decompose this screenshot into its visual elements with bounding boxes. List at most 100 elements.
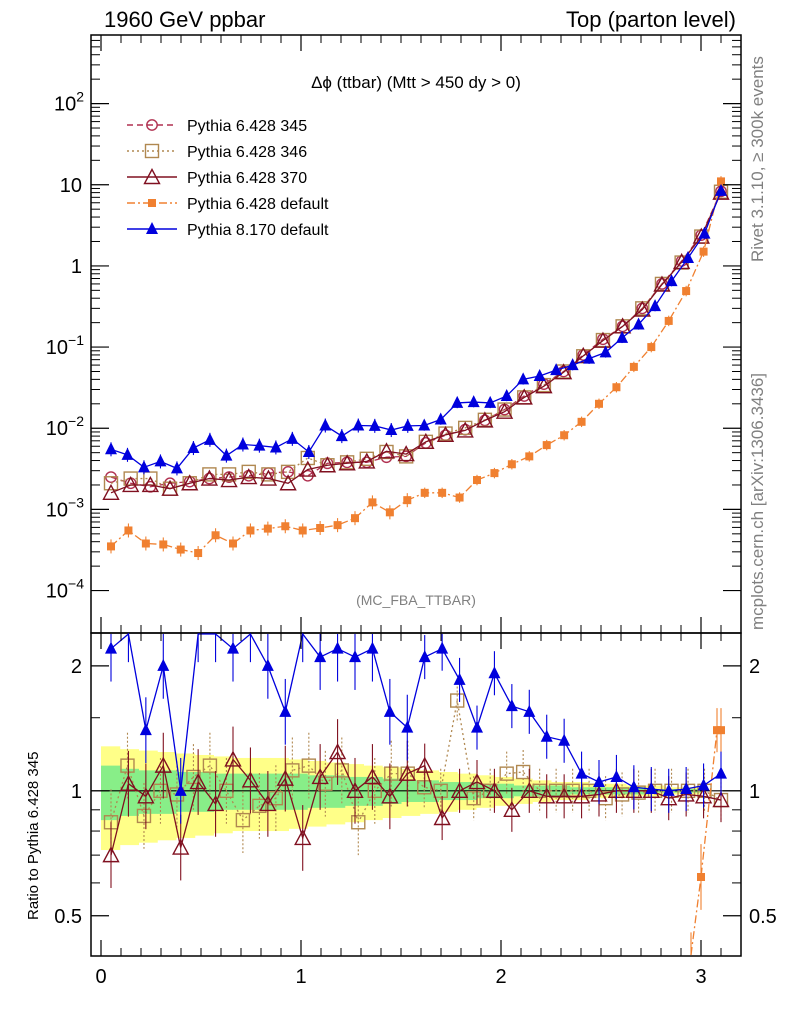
ratio-point-1-10 [276,769,294,786]
ratio-point-1-7 [224,750,242,767]
legend-marker-4 [146,222,158,234]
main-point-2-14 [377,442,396,459]
main-point-0-19 [478,414,491,427]
main-point-4-9 [253,438,266,451]
ratio-point-3-23 [505,699,518,712]
ratio-point-0-16 [367,783,382,799]
ratio-point-3-2 [139,723,152,736]
ratio-point-3-30 [627,780,640,793]
ratio-point-3-7 [227,641,239,654]
main-point-3-15 [368,498,377,507]
ratio-point-1-16 [381,787,399,804]
main-point-1-18 [457,420,473,436]
main-point-3-10 [281,522,290,531]
main-point-3-17 [403,496,412,505]
main-point-4-1 [121,447,134,460]
y-tick-label-6: 102 [54,89,84,116]
axes: 0 1 2 3 10−4 10−3 10−2 10−1 1 10 102 0.5 0.5 1 1 2 2 [46,34,777,988]
x-tick-label-1: 1 [295,966,306,988]
main-point-3-32 [664,316,673,325]
ratio-point-0-14 [334,763,350,778]
main-point-0-26 [616,320,629,333]
ratio-point-0-35 [680,783,696,799]
ratio-point-1-1 [119,774,138,791]
ratio-point-0-17 [384,766,399,781]
ratio-point-3-10 [279,704,292,717]
band-green-7 [232,773,252,810]
y-tick-label-0: 10−4 [46,576,84,603]
ratio-point-1-24 [520,781,538,799]
ratio-series-line-1 [110,750,722,856]
ratio-point-3-0 [105,641,117,654]
legend-label-4: Pythia 8.170 default [187,222,329,239]
ratio-point-1-27 [572,787,591,804]
main-point-2-4 [181,474,199,491]
main-point-4-29 [583,351,596,364]
header-right: Top (parton level) [566,7,736,32]
legend-label-3: Pythia 6.428 default [187,196,329,213]
main-point-3-24 [525,452,534,461]
ratio-point-0-2 [136,808,152,824]
main-point-3-5 [194,549,203,558]
main-series-line-1 [110,191,722,490]
band-green-12 [326,775,346,808]
main-point-1-0 [103,476,119,491]
main-point-2-0 [102,483,120,501]
main-point-2-3 [161,479,179,496]
main-point-3-9 [263,524,272,533]
ratio-point-1-6 [206,794,225,812]
main-point-1-7 [241,464,256,480]
rivet-label: Rivet 3.1.10, ≥ 300k events [748,56,767,262]
ratio-point-3-35 [715,766,727,779]
main-point-3-11 [298,526,307,535]
ratio-point-1-9 [259,794,277,812]
main-point-2-8 [259,469,278,486]
main-point-2-19 [476,411,494,428]
main-point-2-10 [299,460,317,477]
ratio-point-3-15 [366,641,379,654]
ratio-point-0-32 [631,785,646,800]
legend-marker-0 [146,119,158,131]
main-point-4-11 [286,431,299,444]
main-point-1-9 [280,464,296,480]
main-point-4-15 [352,418,365,431]
ratio-point-3-12 [314,650,327,663]
main-point-4-26 [533,369,546,382]
main-point-4-28 [566,358,579,371]
ratio-y-tick-label-right-0: 0.5 [749,906,777,928]
ratio-point-3-3 [157,658,170,671]
main-point-3-35 [717,177,725,186]
main-point-4-7 [220,448,233,461]
main-point-4-0 [105,442,117,455]
ratio-point-0-12 [301,758,317,773]
band-green-1 [119,768,139,816]
ratio-point-0-21 [450,693,465,708]
ratio-point-3-32 [662,783,675,796]
ratio-point-1-14 [346,781,364,799]
main-point-3-31 [647,343,656,352]
ratio-point-0-15 [351,815,366,830]
main-point-3-21 [473,476,481,485]
main-point-2-27 [633,300,651,317]
legend-label-2: Pythia 6.428 370 [187,170,307,187]
main-point-1-13 [359,451,375,467]
main-point-4-4 [170,461,183,474]
ratio-point-0-6 [202,758,218,773]
ratio-point-1-22 [485,781,504,799]
ratio-point-3-26 [558,733,571,746]
ratio-point-0-22 [466,790,481,806]
ratio-point-3-33 [680,782,693,795]
main-point-2-17 [436,425,455,443]
main-point-3-16 [385,508,394,517]
ratio-point-1-4 [172,838,190,855]
ratio-point-3-13 [331,641,344,654]
main-point-4-33 [649,299,662,312]
main-point-2-22 [535,377,553,394]
ratio-y-tick-label-right-2: 2 [749,656,760,678]
main-point-3-7 [229,539,237,548]
ratio-panel-marks [102,632,730,956]
ratio-point-3-25 [540,729,553,742]
ratio-point-1-12 [311,767,329,785]
ratio-point-1-11 [294,828,312,846]
main-point-3-18 [420,488,429,497]
